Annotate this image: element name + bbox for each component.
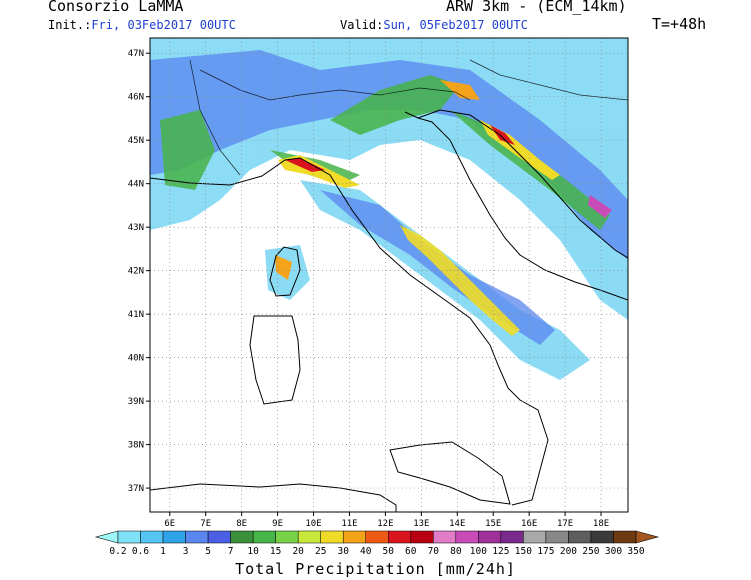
init-time: Init.:Fri, 03Feb2017 00UTC [48,18,236,32]
colorbar-label: 0.2 [109,546,126,557]
colorbar-label: 7 [228,546,234,557]
map-field [150,38,628,512]
colorbar-label: 60 [405,546,417,557]
colorbar-swatch [252,530,276,544]
colorbar-swatch [117,530,141,544]
graticule [150,38,628,512]
lat-label: 37N [128,484,144,494]
lat-label: 43N [128,223,144,233]
colorbar-label: 200 [560,546,577,557]
colorbar-label: 70 [428,546,440,557]
colorbar-label: 3 [183,546,189,557]
colorbar-swatch [478,530,502,544]
colorbar-label: 250 [582,546,599,557]
colorbar-label: 10 [247,546,259,557]
colorbar-label: 0.6 [132,546,149,557]
lat-label: 40N [128,354,144,364]
init-label: Init.: [48,18,92,32]
colorbar-swatch [590,530,614,544]
colorbar-swatch [275,530,299,544]
colorbar-label: 80 [450,546,462,557]
colorbar-swatch [410,530,434,544]
colorbar-swatch [545,530,569,544]
valid-time: Valid:Sun, 05Feb2017 00UTC [340,18,528,32]
colorbar-label: 175 [537,546,554,557]
colorbar-label: 50 [383,546,395,557]
colorbar-title: Total Precipitation [mm/24h] [235,560,516,578]
lat-label: 47N [128,49,144,59]
lat-label: 42N [128,267,144,277]
lon-label: 17E [557,519,573,529]
colorbar-swatch [365,530,389,544]
lat-label: 38N [128,441,144,451]
colorbar-swatch [388,530,412,544]
app-title: Consorzio LaMMA [48,0,184,15]
colorbar-swatch [320,530,344,544]
lon-label: 11E [341,519,357,529]
colorbar-label: 25 [315,546,326,557]
colorbar-label: 1 [160,546,166,557]
lon-label: 9E [272,519,283,529]
colorbar-swatch [162,530,186,544]
colorbar-label: 100 [470,546,487,557]
lon-label: 14E [449,519,465,529]
init-value: Fri, 03Feb2017 00UTC [91,18,236,32]
colorbar-swatch [500,530,524,544]
lon-label: 18E [593,519,609,529]
coastlines [150,109,628,512]
colorbar-label: 150 [515,546,532,557]
lat-label: 46N [128,93,144,103]
colorbar-swatch [568,530,592,544]
colorbar-low-arrow [94,530,119,544]
colorbar-swatch [207,530,231,544]
colorbar-label: 125 [492,546,509,557]
valid-value: Sun, 05Feb2017 00UTC [383,18,528,32]
colorbar-swatch [140,530,164,544]
lat-label: 39N [128,397,144,407]
colorbar-label: 40 [360,546,372,557]
colorbar-label: 30 [337,546,349,557]
lon-label: 10E [305,519,321,529]
latitude-labels: 47N 46N 45N 44N 43N 42N 41N 40N 39N 38N 37N [128,49,150,494]
colorbar-label: 15 [270,546,281,557]
lat-label: 45N [128,136,144,146]
colorbar-high-arrow [635,530,660,544]
colorbar-swatch [455,530,479,544]
lon-label: 13E [413,519,429,529]
colorbar-swatch [523,530,547,544]
colorbar-label: 300 [605,546,622,557]
colorbar-swatch [230,530,254,544]
colorbar-label: 350 [627,546,644,557]
colorbar-swatch [297,530,321,544]
lon-label: 8E [236,519,247,529]
lat-label: 44N [128,180,144,190]
colorbar-swatch [185,530,209,544]
colorbar-swatch [342,530,366,544]
valid-label: Valid: [340,18,384,32]
longitude-labels: 6E 7E 8E 9E 10E 11E 12E 13E 14E 15E 16E 17E 18E [164,512,609,529]
colorbar-label: 5 [205,546,211,557]
lon-label: 6E [164,519,175,529]
lat-label: 41N [128,310,144,320]
borders [189,59,628,176]
lead-time: T=+48h [652,15,707,33]
colorbar: 0.2 0.6 1 3 5 7 10 15 20 25 30 40 50 60 70 80 100 125 150 1… [94,530,660,557]
lon-label: 16E [521,519,537,529]
colorbar-swatch [613,530,637,544]
lon-label: 12E [377,519,393,529]
model-name: ARW 3km - (ECM_14km) [446,0,627,15]
lon-label: 7E [200,519,211,529]
map-frame [149,37,629,513]
colorbar-swatch [433,530,457,544]
colorbar-label: 20 [292,546,304,557]
lon-label: 15E [485,519,501,529]
